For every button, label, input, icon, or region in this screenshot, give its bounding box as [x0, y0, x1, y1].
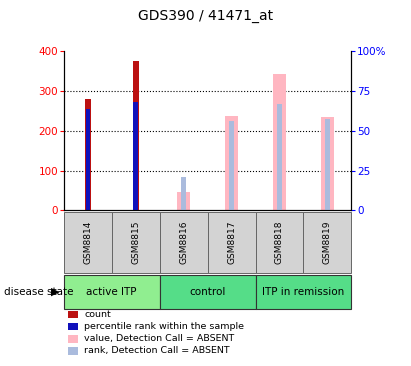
Bar: [64, 212, 112, 273]
Text: percentile rank within the sample: percentile rank within the sample: [84, 322, 244, 331]
Text: GSM8817: GSM8817: [227, 221, 236, 264]
Text: control: control: [189, 287, 226, 297]
Text: GSM8816: GSM8816: [179, 221, 188, 264]
Text: GSM8815: GSM8815: [131, 221, 140, 264]
Bar: [85, 109, 90, 210]
Bar: [273, 74, 286, 210]
Text: GSM8814: GSM8814: [83, 221, 92, 264]
Text: active ITP: active ITP: [86, 287, 137, 297]
Text: value, Detection Call = ABSENT: value, Detection Call = ABSENT: [84, 335, 235, 343]
Bar: [159, 274, 256, 309]
Text: GSM8818: GSM8818: [275, 221, 284, 264]
Bar: [303, 212, 351, 273]
Text: GSM8819: GSM8819: [323, 221, 332, 264]
Text: count: count: [84, 310, 111, 319]
Text: rank, Detection Call = ABSENT: rank, Detection Call = ABSENT: [84, 347, 230, 355]
Text: GDS390 / 41471_at: GDS390 / 41471_at: [138, 9, 273, 23]
Bar: [134, 102, 138, 210]
Text: ▶: ▶: [51, 287, 60, 297]
Bar: [256, 274, 351, 309]
Bar: [229, 121, 234, 210]
Bar: [321, 116, 334, 210]
Bar: [64, 274, 159, 309]
Bar: [256, 212, 303, 273]
Bar: [132, 61, 139, 210]
Bar: [159, 212, 208, 273]
Text: disease state: disease state: [4, 287, 74, 297]
Bar: [112, 212, 159, 273]
Bar: [277, 104, 282, 210]
Text: ITP in remission: ITP in remission: [262, 287, 344, 297]
Bar: [181, 178, 186, 210]
Bar: [177, 192, 190, 210]
Bar: [85, 98, 91, 210]
Bar: [208, 212, 256, 273]
Bar: [225, 116, 238, 210]
Bar: [325, 119, 330, 210]
